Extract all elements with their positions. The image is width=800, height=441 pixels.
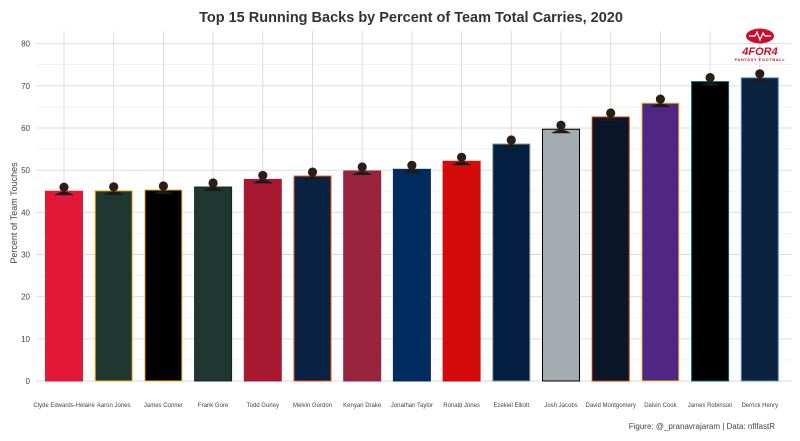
logo-wordmark: 4FOR4 [741, 46, 777, 58]
player-headshot-icon [401, 160, 422, 174]
chart-caption: Figure: @_pranavrajaram | Data: nflfastR [629, 422, 775, 431]
player-headshot-icon [451, 152, 472, 166]
x-tick-label: Aaron Jones [97, 403, 131, 409]
bar [94, 190, 133, 382]
y-tick-label: 70 [21, 82, 30, 91]
player-headshot-icon [749, 69, 770, 82]
bar [343, 170, 382, 382]
player-headshot-icon [203, 178, 224, 192]
bar [45, 190, 83, 382]
logo: 4FOR4 FANTASY FOOTBALL [735, 28, 786, 62]
bar [194, 186, 233, 382]
bar [691, 81, 730, 382]
player-headshot-icon [302, 167, 323, 181]
y-tick-label: 60 [21, 124, 30, 133]
y-tick-label: 10 [21, 335, 30, 344]
bar [591, 116, 630, 382]
pulse-line [749, 30, 771, 42]
bar [144, 189, 183, 382]
y-tick-label: 0 [26, 377, 31, 386]
x-tick-label: David Montgomery [586, 403, 636, 409]
player-headshot-icon [700, 73, 721, 86]
football-icon [746, 28, 774, 44]
bar [392, 168, 431, 382]
x-tick-label: James Robinson [688, 403, 733, 409]
bar [740, 77, 779, 382]
logo-subtitle: FANTASY FOOTBALL [735, 57, 786, 62]
player-headshot-icon [252, 170, 273, 184]
bar [243, 178, 282, 382]
player-headshot-icon [103, 182, 124, 195]
bar [442, 160, 481, 382]
bars [45, 69, 779, 382]
y-axis-label: Percent of Team Touches [9, 162, 19, 264]
y-axis: 0 10 20 30 40 50 60 70 80 [21, 40, 30, 386]
player-headshot-icon [352, 162, 373, 175]
y-tick-label: 80 [21, 40, 30, 49]
bar [641, 102, 680, 382]
x-tick-label: Melvin Gordon [293, 403, 332, 409]
x-tick-label: Clyde Edwards-Helaire [33, 403, 95, 409]
player-headshot-icon [551, 120, 571, 134]
bar [492, 143, 531, 382]
x-tick-label: James Conner [144, 403, 183, 409]
x-tick-label: Dalvin Cook [644, 403, 677, 409]
y-tick-label: 30 [21, 250, 30, 259]
y-tick-label: 50 [21, 166, 30, 175]
x-tick-label: Frank Gore [198, 403, 229, 409]
bar [542, 128, 580, 382]
x-tick-label: Kenyan Drake [343, 403, 382, 409]
y-tick-label: 20 [21, 293, 30, 302]
player-headshot-icon [650, 94, 671, 108]
player-headshot-icon [54, 182, 74, 196]
x-tick-label: Derrick Henry [741, 403, 778, 409]
y-tick-label: 40 [21, 208, 30, 217]
x-tick-label: Ronald Jones [443, 403, 480, 409]
player-headshot-icon [501, 135, 522, 149]
x-axis: Clyde Edwards-Helaire Aaron Jones James Co… [33, 403, 778, 409]
x-tick-label: Ezekiel Elliott [493, 403, 529, 409]
x-tick-label: Todd Gurley [247, 403, 279, 409]
bar [293, 175, 332, 382]
chart-title: Top 15 Running Backs by Percent of Team … [199, 10, 623, 26]
x-tick-label: Jonathan Taylor [391, 403, 433, 409]
x-tick-label: Josh Jacobs [544, 403, 577, 409]
player-headshot-icon [600, 108, 621, 122]
player-headshot-icon [153, 181, 174, 194]
